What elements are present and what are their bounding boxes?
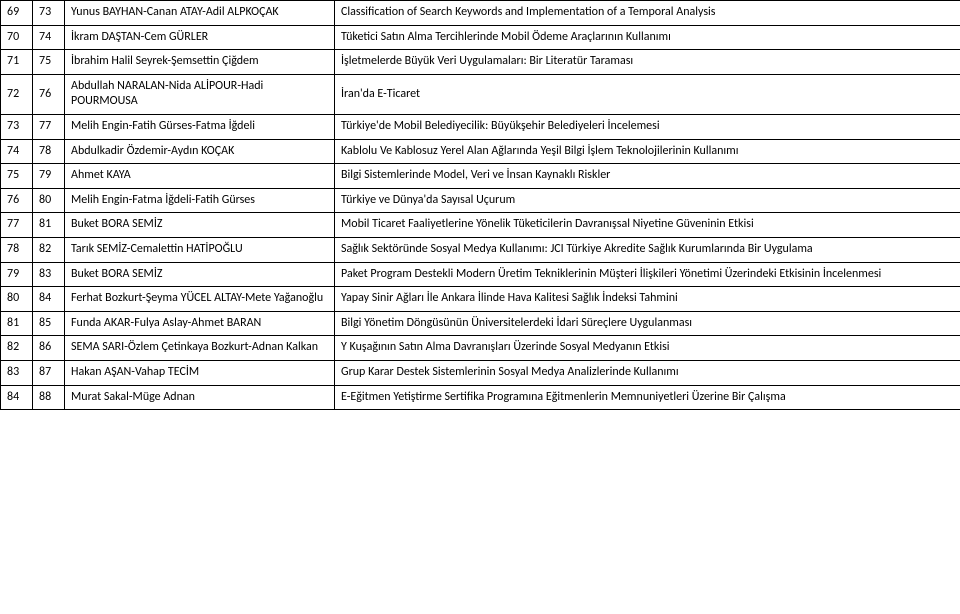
table-row: 7680Melih Engin-Fatma İğdeli-Fatih Gürse…: [1, 188, 960, 213]
row-index-a: 80: [1, 287, 33, 312]
title-cell: Yapay Sinir Ağları İle Ankara İlinde Hav…: [335, 287, 960, 312]
papers-table: 6973Yunus BAYHAN-Canan ATAY-Adil ALPKOÇA…: [0, 0, 960, 410]
authors-cell: Ferhat Bozkurt-Şeyma YÜCEL ALTAY-Mete Ya…: [65, 287, 335, 312]
row-index-b: 87: [33, 360, 65, 385]
authors-cell: Ahmet KAYA: [65, 164, 335, 189]
row-index-b: 83: [33, 262, 65, 287]
authors-cell: Buket BORA SEMİZ: [65, 262, 335, 287]
row-index-a: 78: [1, 237, 33, 262]
row-index-b: 80: [33, 188, 65, 213]
authors-cell: Buket BORA SEMİZ: [65, 213, 335, 238]
title-cell: İşletmelerde Büyük Veri Uygulamaları: Bi…: [335, 50, 960, 75]
title-cell: Tüketici Satın Alma Tercihlerinde Mobil …: [335, 25, 960, 50]
authors-cell: Yunus BAYHAN-Canan ATAY-Adil ALPKOÇAK: [65, 1, 335, 26]
title-cell: Sağlık Sektöründe Sosyal Medya Kullanımı…: [335, 237, 960, 262]
authors-cell: Melih Engin-Fatma İğdeli-Fatih Gürses: [65, 188, 335, 213]
authors-cell: İbrahim Halil Seyrek-Şemsettin Çiğdem: [65, 50, 335, 75]
authors-cell: Hakan AŞAN-Vahap TECİM: [65, 360, 335, 385]
authors-cell: SEMA SARI-Özlem Çetinkaya Bozkurt-Adnan …: [65, 336, 335, 361]
authors-cell: Murat Sakal-Müge Adnan: [65, 385, 335, 410]
authors-cell: Abdullah NARALAN-Nida ALİPOUR-Hadi POURM…: [65, 74, 335, 114]
row-index-a: 74: [1, 139, 33, 164]
authors-cell: Abdulkadir Özdemir-Aydın KOÇAK: [65, 139, 335, 164]
row-index-a: 73: [1, 114, 33, 139]
row-index-a: 84: [1, 385, 33, 410]
row-index-a: 81: [1, 311, 33, 336]
table-row: 7983Buket BORA SEMİZPaket Program Destek…: [1, 262, 960, 287]
title-cell: Grup Karar Destek Sistemlerinin Sosyal M…: [335, 360, 960, 385]
title-cell: Classification of Search Keywords and Im…: [335, 1, 960, 26]
row-index-b: 82: [33, 237, 65, 262]
table-row: 6973Yunus BAYHAN-Canan ATAY-Adil ALPKOÇA…: [1, 1, 960, 26]
table-row: 7882Tarık SEMİZ-Cemalettin HATİPOĞLUSağl…: [1, 237, 960, 262]
row-index-b: 76: [33, 74, 65, 114]
table-row: 7781Buket BORA SEMİZMobil Ticaret Faaliy…: [1, 213, 960, 238]
row-index-b: 73: [33, 1, 65, 26]
title-cell: Türkiye'de Mobil Belediyecilik: Büyükşeh…: [335, 114, 960, 139]
row-index-b: 78: [33, 139, 65, 164]
table-row: 7377Melih Engin-Fatih Gürses-Fatma İğdel…: [1, 114, 960, 139]
authors-cell: Melih Engin-Fatih Gürses-Fatma İğdeli: [65, 114, 335, 139]
row-index-a: 79: [1, 262, 33, 287]
row-index-b: 77: [33, 114, 65, 139]
row-index-b: 81: [33, 213, 65, 238]
row-index-a: 70: [1, 25, 33, 50]
authors-cell: Funda AKAR-Fulya Aslay-Ahmet BARAN: [65, 311, 335, 336]
row-index-a: 71: [1, 50, 33, 75]
table-row: 8387Hakan AŞAN-Vahap TECİMGrup Karar Des…: [1, 360, 960, 385]
title-cell: Kablolu Ve Kablosuz Yerel Alan Ağlarında…: [335, 139, 960, 164]
row-index-b: 85: [33, 311, 65, 336]
table-row: 7276Abdullah NARALAN-Nida ALİPOUR-Hadi P…: [1, 74, 960, 114]
row-index-a: 77: [1, 213, 33, 238]
title-cell: İran'da E-Ticaret: [335, 74, 960, 114]
title-cell: E-Eğitmen Yetiştirme Sertifika Programın…: [335, 385, 960, 410]
row-index-a: 82: [1, 336, 33, 361]
row-index-b: 75: [33, 50, 65, 75]
table-row: 7579Ahmet KAYABilgi Sistemlerinde Model,…: [1, 164, 960, 189]
row-index-a: 72: [1, 74, 33, 114]
authors-cell: İkram DAŞTAN-Cem GÜRLER: [65, 25, 335, 50]
row-index-b: 88: [33, 385, 65, 410]
table-row: 8286SEMA SARI-Özlem Çetinkaya Bozkurt-Ad…: [1, 336, 960, 361]
row-index-b: 86: [33, 336, 65, 361]
row-index-a: 69: [1, 1, 33, 26]
title-cell: Türkiye ve Dünya'da Sayısal Uçurum: [335, 188, 960, 213]
row-index-a: 76: [1, 188, 33, 213]
table-row: 7478Abdulkadir Özdemir-Aydın KOÇAKKablol…: [1, 139, 960, 164]
table-row: 8084Ferhat Bozkurt-Şeyma YÜCEL ALTAY-Met…: [1, 287, 960, 312]
authors-cell: Tarık SEMİZ-Cemalettin HATİPOĞLU: [65, 237, 335, 262]
table-row: 7175İbrahim Halil Seyrek-Şemsettin Çiğde…: [1, 50, 960, 75]
title-cell: Y Kuşağının Satın Alma Davranışları Üzer…: [335, 336, 960, 361]
title-cell: Mobil Ticaret Faaliyetlerine Yönelik Tük…: [335, 213, 960, 238]
row-index-b: 74: [33, 25, 65, 50]
table-row: 8488Murat Sakal-Müge AdnanE-Eğitmen Yeti…: [1, 385, 960, 410]
row-index-a: 83: [1, 360, 33, 385]
row-index-a: 75: [1, 164, 33, 189]
title-cell: Bilgi Sistemlerinde Model, Veri ve İnsan…: [335, 164, 960, 189]
table-row: 8185Funda AKAR-Fulya Aslay-Ahmet BARANBi…: [1, 311, 960, 336]
title-cell: Bilgi Yönetim Döngüsünün Üniversitelerde…: [335, 311, 960, 336]
table-row: 7074İkram DAŞTAN-Cem GÜRLERTüketici Satı…: [1, 25, 960, 50]
title-cell: Paket Program Destekli Modern Üretim Tek…: [335, 262, 960, 287]
row-index-b: 79: [33, 164, 65, 189]
row-index-b: 84: [33, 287, 65, 312]
